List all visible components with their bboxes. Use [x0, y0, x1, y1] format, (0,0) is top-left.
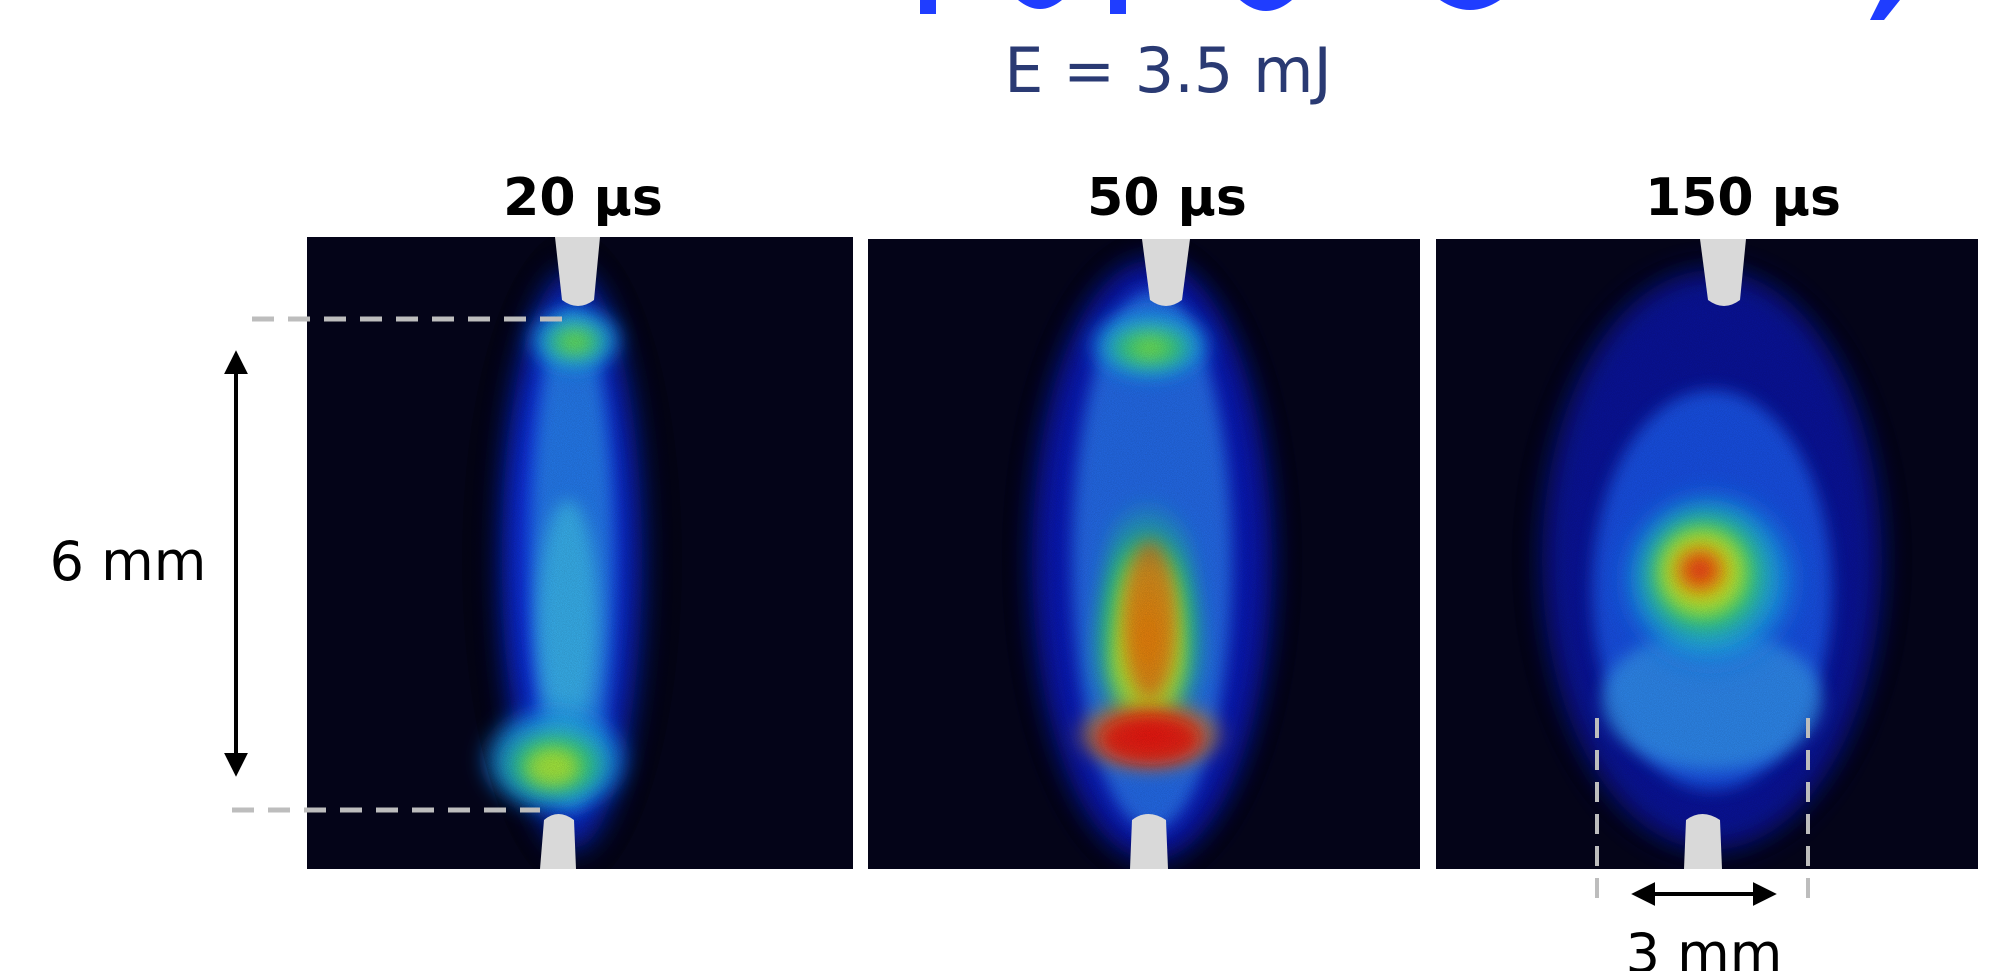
image-panel-50us: [868, 239, 1420, 869]
energy-label: E = 3.5 mJ: [1004, 34, 1332, 107]
image-panel-20us: [307, 237, 853, 869]
height-dimension: 6 mm: [50, 316, 563, 813]
height-label: 6 mm: [50, 530, 207, 593]
image-panel-150us: [1436, 239, 1978, 869]
width-label: 3 mm: [1626, 922, 1783, 971]
cut-off-title-fragments: [920, 0, 1900, 20]
width-dimension: 3 mm: [1595, 718, 1810, 971]
time-label-50us: 50 µs: [1087, 168, 1247, 228]
time-label-150us: 150 µs: [1645, 168, 1841, 228]
time-label-20us: 20 µs: [503, 168, 663, 228]
